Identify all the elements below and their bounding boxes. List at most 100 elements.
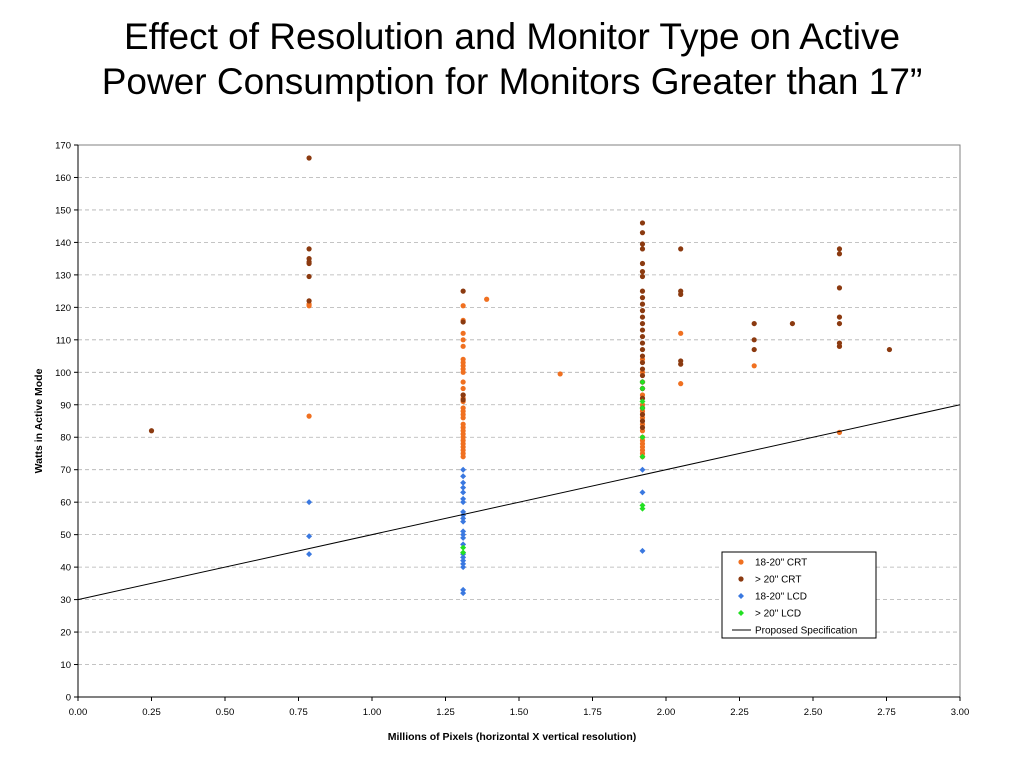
data-point [460,499,467,506]
data-point [639,405,646,412]
data-point [460,495,467,502]
data-point [639,395,646,401]
data-point [306,246,312,252]
data-point [460,343,466,349]
data-point [639,505,646,512]
data-point [789,320,796,327]
x-tick-label: 2.75 [877,707,896,718]
data-point [460,512,467,519]
data-point [460,564,467,571]
data-point [306,551,313,558]
series-proposed-specification [77,404,961,601]
data-point [639,340,646,346]
data-point [306,273,312,280]
series-20-lcd [460,379,646,556]
data-point [639,547,646,554]
data-point [639,327,646,333]
data-point [460,560,467,567]
data-point [886,346,893,353]
y-tick-label: 170 [55,141,71,152]
x-tick-label: 1.25 [436,707,455,718]
axes [74,144,961,701]
data-point [639,418,646,424]
data-point [751,346,757,353]
data-point [639,246,646,252]
legend-label: > 20" CRT [755,575,801,586]
data-point [460,288,466,294]
data-point [678,361,684,367]
data-point [639,372,646,379]
y-tick-label: 70 [60,465,71,476]
data-point [639,314,646,320]
legend-box [721,551,877,639]
legend-label: 18-20" LCD [755,592,807,603]
y-tick-label: 120 [55,303,71,314]
data-point [639,466,646,473]
y-tick-label: 100 [55,368,71,379]
y-tick-label: 80 [60,433,71,444]
data-point [460,534,467,541]
series-18-20-lcd [306,466,646,597]
data-point [460,541,467,548]
series-20-crt [148,155,893,434]
data-point [678,381,684,387]
y-tick-label: 10 [60,660,71,671]
y-axis-title: Watts in Active Mode [33,368,45,473]
data-point [639,353,646,359]
data-point [460,489,467,496]
y-tick-label: 160 [55,173,71,184]
legend-label: Proposed Specification [755,626,857,637]
data-point [460,330,466,336]
data-point [751,363,757,369]
data-point [460,466,467,473]
data-point [460,515,467,522]
y-tick-label: 50 [60,530,71,541]
y-tick-label: 130 [55,270,71,281]
x-tick-label: 0.75 [289,707,308,718]
y-tick-label: 60 [60,498,71,509]
data-point [639,411,646,418]
data-point [836,314,843,320]
data-point [639,333,646,340]
x-tick-label: 3.00 [951,707,970,718]
x-tick-label: 2.25 [730,707,749,718]
data-point [639,366,646,372]
slide-title-line-2: Power Consumption for Monitors Greater t… [101,61,923,102]
data-point [639,273,646,280]
data-point [639,301,646,307]
data-point [460,379,466,385]
data-points [77,155,961,601]
data-point [836,251,843,257]
data-point [148,428,155,434]
data-point [639,295,646,301]
data-point [639,260,646,267]
data-point [460,590,467,597]
x-tick-label: 1.50 [510,707,529,718]
legend-swatch [738,576,744,582]
data-point [460,531,467,538]
data-point [460,484,467,491]
data-point [639,398,646,405]
data-point [306,155,312,161]
x-tick-label: 2.50 [804,707,823,718]
data-point [639,359,646,366]
data-point [678,291,684,297]
data-point [306,303,312,309]
slide-title: Effect of Resolution and Monitor Type on… [0,14,1024,104]
legend-swatch [738,559,744,565]
data-point [460,508,467,515]
y-tick-label: 40 [60,563,71,574]
data-point [460,549,467,556]
legend-label: > 20" LCD [755,609,801,620]
y-tick-label: 140 [55,238,71,249]
data-point [306,298,312,304]
data-point [836,320,843,327]
y-tick-label: 90 [60,400,71,411]
data-point [639,320,646,327]
x-tick-label: 1.00 [363,707,382,718]
data-point [306,533,313,540]
data-point [460,528,467,535]
y-tick-label: 150 [55,205,71,216]
x-tick-label: 0.25 [142,707,161,718]
data-point [639,385,646,392]
